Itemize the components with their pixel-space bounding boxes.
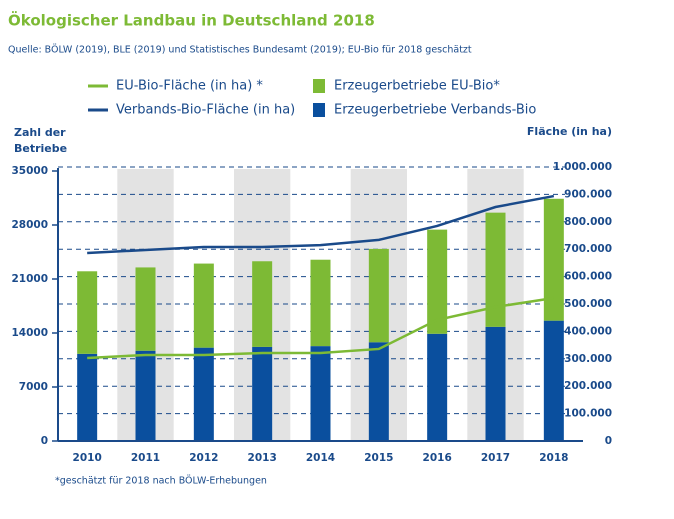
line: [87, 296, 555, 360]
bar: [485, 212, 506, 327]
y-tick-label: 35000: [11, 165, 48, 177]
bar: [427, 229, 448, 334]
bar: [135, 350, 156, 441]
y-tick-label: 28000: [11, 219, 48, 231]
bar: [252, 346, 273, 441]
x-tick-label: 2012: [189, 452, 218, 464]
y2-tick-label: 800.000: [564, 216, 612, 228]
bar: [543, 320, 564, 441]
x-tick-label: 2011: [131, 452, 160, 464]
legend-swatch: [313, 79, 325, 93]
legend-label: Verbands-Bio-Fläche (in ha): [116, 103, 295, 118]
y2-tick-label: 1.000.000: [553, 161, 612, 173]
chart-subtitle: Quelle: BÖLW (2019), BLE (2019) und Stat…: [8, 45, 472, 56]
bar: [310, 346, 331, 441]
x-tick-label: 2015: [364, 452, 393, 464]
x-tick-label: 2010: [73, 452, 102, 464]
x-tick-label: 2018: [539, 452, 568, 464]
bar: [135, 267, 156, 351]
bar: [193, 347, 214, 441]
y2-tick-label: 100.000: [564, 408, 612, 420]
x-tick-label: 2017: [481, 452, 510, 464]
legend-label: EU-Bio-Fläche (in ha) *: [116, 79, 263, 94]
bar: [543, 198, 564, 321]
bar: [252, 261, 273, 347]
bar: [427, 333, 448, 441]
bar: [193, 263, 214, 348]
y-tick-label: 14000: [11, 327, 48, 339]
bar: [368, 342, 389, 441]
x-tick-label: 2016: [423, 452, 452, 464]
y-tick-label: 0: [41, 435, 48, 447]
footnote: *geschätzt für 2018 nach BÖLW-Erhebungen: [55, 476, 267, 487]
bar: [77, 353, 98, 441]
y2-tick-label: 900.000: [564, 188, 612, 200]
x-tick-label: 2014: [306, 452, 335, 464]
legend-label: Erzeugerbetriebe Verbands-Bio: [334, 103, 536, 118]
legend-label: Erzeugerbetriebe EU-Bio*: [334, 79, 500, 94]
y2-tick-label: 600.000: [564, 271, 612, 283]
x-tick-label: 2013: [248, 452, 277, 464]
y2-tick-label: 500.000: [564, 298, 612, 310]
chart-title: Ökologischer Landbau in Deutschland 2018: [8, 11, 375, 30]
y-axis-title: Zahl der Betriebe: [14, 126, 68, 155]
y2-tick-label: 400.000: [564, 325, 612, 337]
legend-swatch: [313, 103, 325, 117]
bar: [368, 248, 389, 343]
bar: [485, 326, 506, 441]
line: [87, 194, 555, 255]
bar: [310, 259, 331, 347]
y2-tick-label: 300.000: [564, 353, 612, 365]
y2-axis-title: Fläche (in ha): [527, 125, 612, 138]
bar: [77, 271, 98, 354]
y2-tick-label: 200.000: [564, 380, 612, 392]
y2-tick-label: 0: [605, 435, 612, 447]
y2-tick-label: 700.000: [564, 243, 612, 255]
y-tick-label: 7000: [19, 381, 48, 393]
y-tick-label: 21000: [11, 273, 48, 285]
